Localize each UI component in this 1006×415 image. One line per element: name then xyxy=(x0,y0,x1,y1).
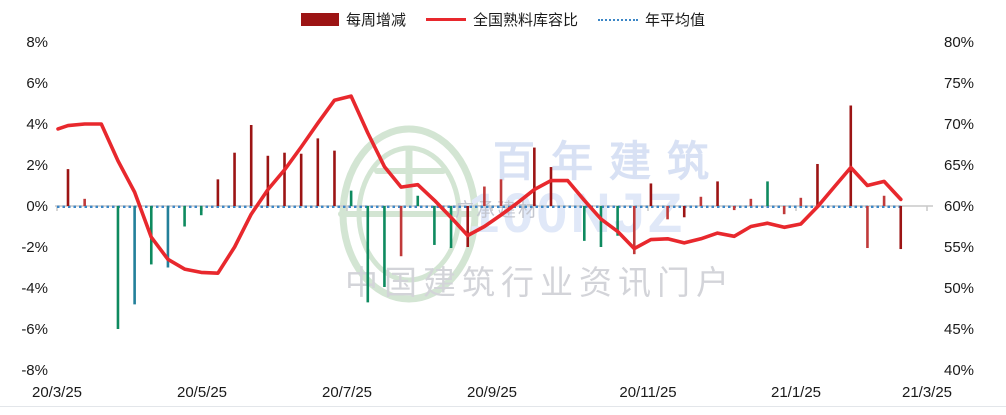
y-axis-tick-left: -4% xyxy=(21,280,48,297)
legend-label: 年平均值 xyxy=(645,12,706,29)
legend-label: 全国熟料库容比 xyxy=(472,12,578,29)
x-axis-tick: 20/9/25 xyxy=(466,384,518,401)
y-axis-tick-right: 80% xyxy=(944,34,975,51)
line-swatch-icon xyxy=(425,18,466,21)
y-axis-tick-left: 4% xyxy=(26,116,48,133)
y-axis-tick-right: 75% xyxy=(944,75,975,92)
y-axis-tick-left: 2% xyxy=(26,157,48,174)
x-axis-tick: 20/5/25 xyxy=(176,384,228,401)
y-axis-tick-right: 45% xyxy=(944,321,975,338)
legend-label: 每周增减 xyxy=(345,12,406,29)
y-axis-tick-right: 70% xyxy=(944,116,975,133)
legend-item-clinker-ratio: 全国熟料库容比 xyxy=(425,9,578,30)
x-axis-tick: 21/3/25 xyxy=(901,384,953,401)
y-axis-tick-right: 55% xyxy=(944,239,975,256)
y-axis-tick-right: 40% xyxy=(944,362,975,379)
bar-swatch-icon xyxy=(300,13,339,26)
x-axis-tick: 20/11/25 xyxy=(619,384,677,401)
weekly-change-bars xyxy=(66,105,903,329)
y-axis-tick-right: 50% xyxy=(944,280,975,297)
clinker-ratio-line xyxy=(56,94,903,276)
y-axis-tick-left: -8% xyxy=(21,362,48,379)
y-axis-tick-left: 8% xyxy=(26,34,48,51)
dotted-swatch-icon xyxy=(598,18,638,21)
y-axis-tick-left: -2% xyxy=(21,239,48,256)
y-axis-tick-right: 60% xyxy=(944,198,975,215)
bottom-divider xyxy=(0,406,1006,407)
legend-item-weekly-change: 每周增减 xyxy=(300,9,406,30)
y-axis-tick-left: 0% xyxy=(26,198,48,215)
y-axis-tick-left: -6% xyxy=(21,321,48,338)
x-axis-tick: 20/7/25 xyxy=(321,384,373,401)
y-axis-tick-left: 6% xyxy=(26,75,48,92)
legend: 每周增减 全国熟料库容比 年平均值 xyxy=(0,9,1006,30)
legend-item-annual-average: 年平均值 xyxy=(598,9,705,30)
y-axis-tick-right: 65% xyxy=(944,157,975,174)
x-axis-tick: 20/3/25 xyxy=(31,384,83,401)
x-axis-tick: 21/1/25 xyxy=(770,384,822,401)
